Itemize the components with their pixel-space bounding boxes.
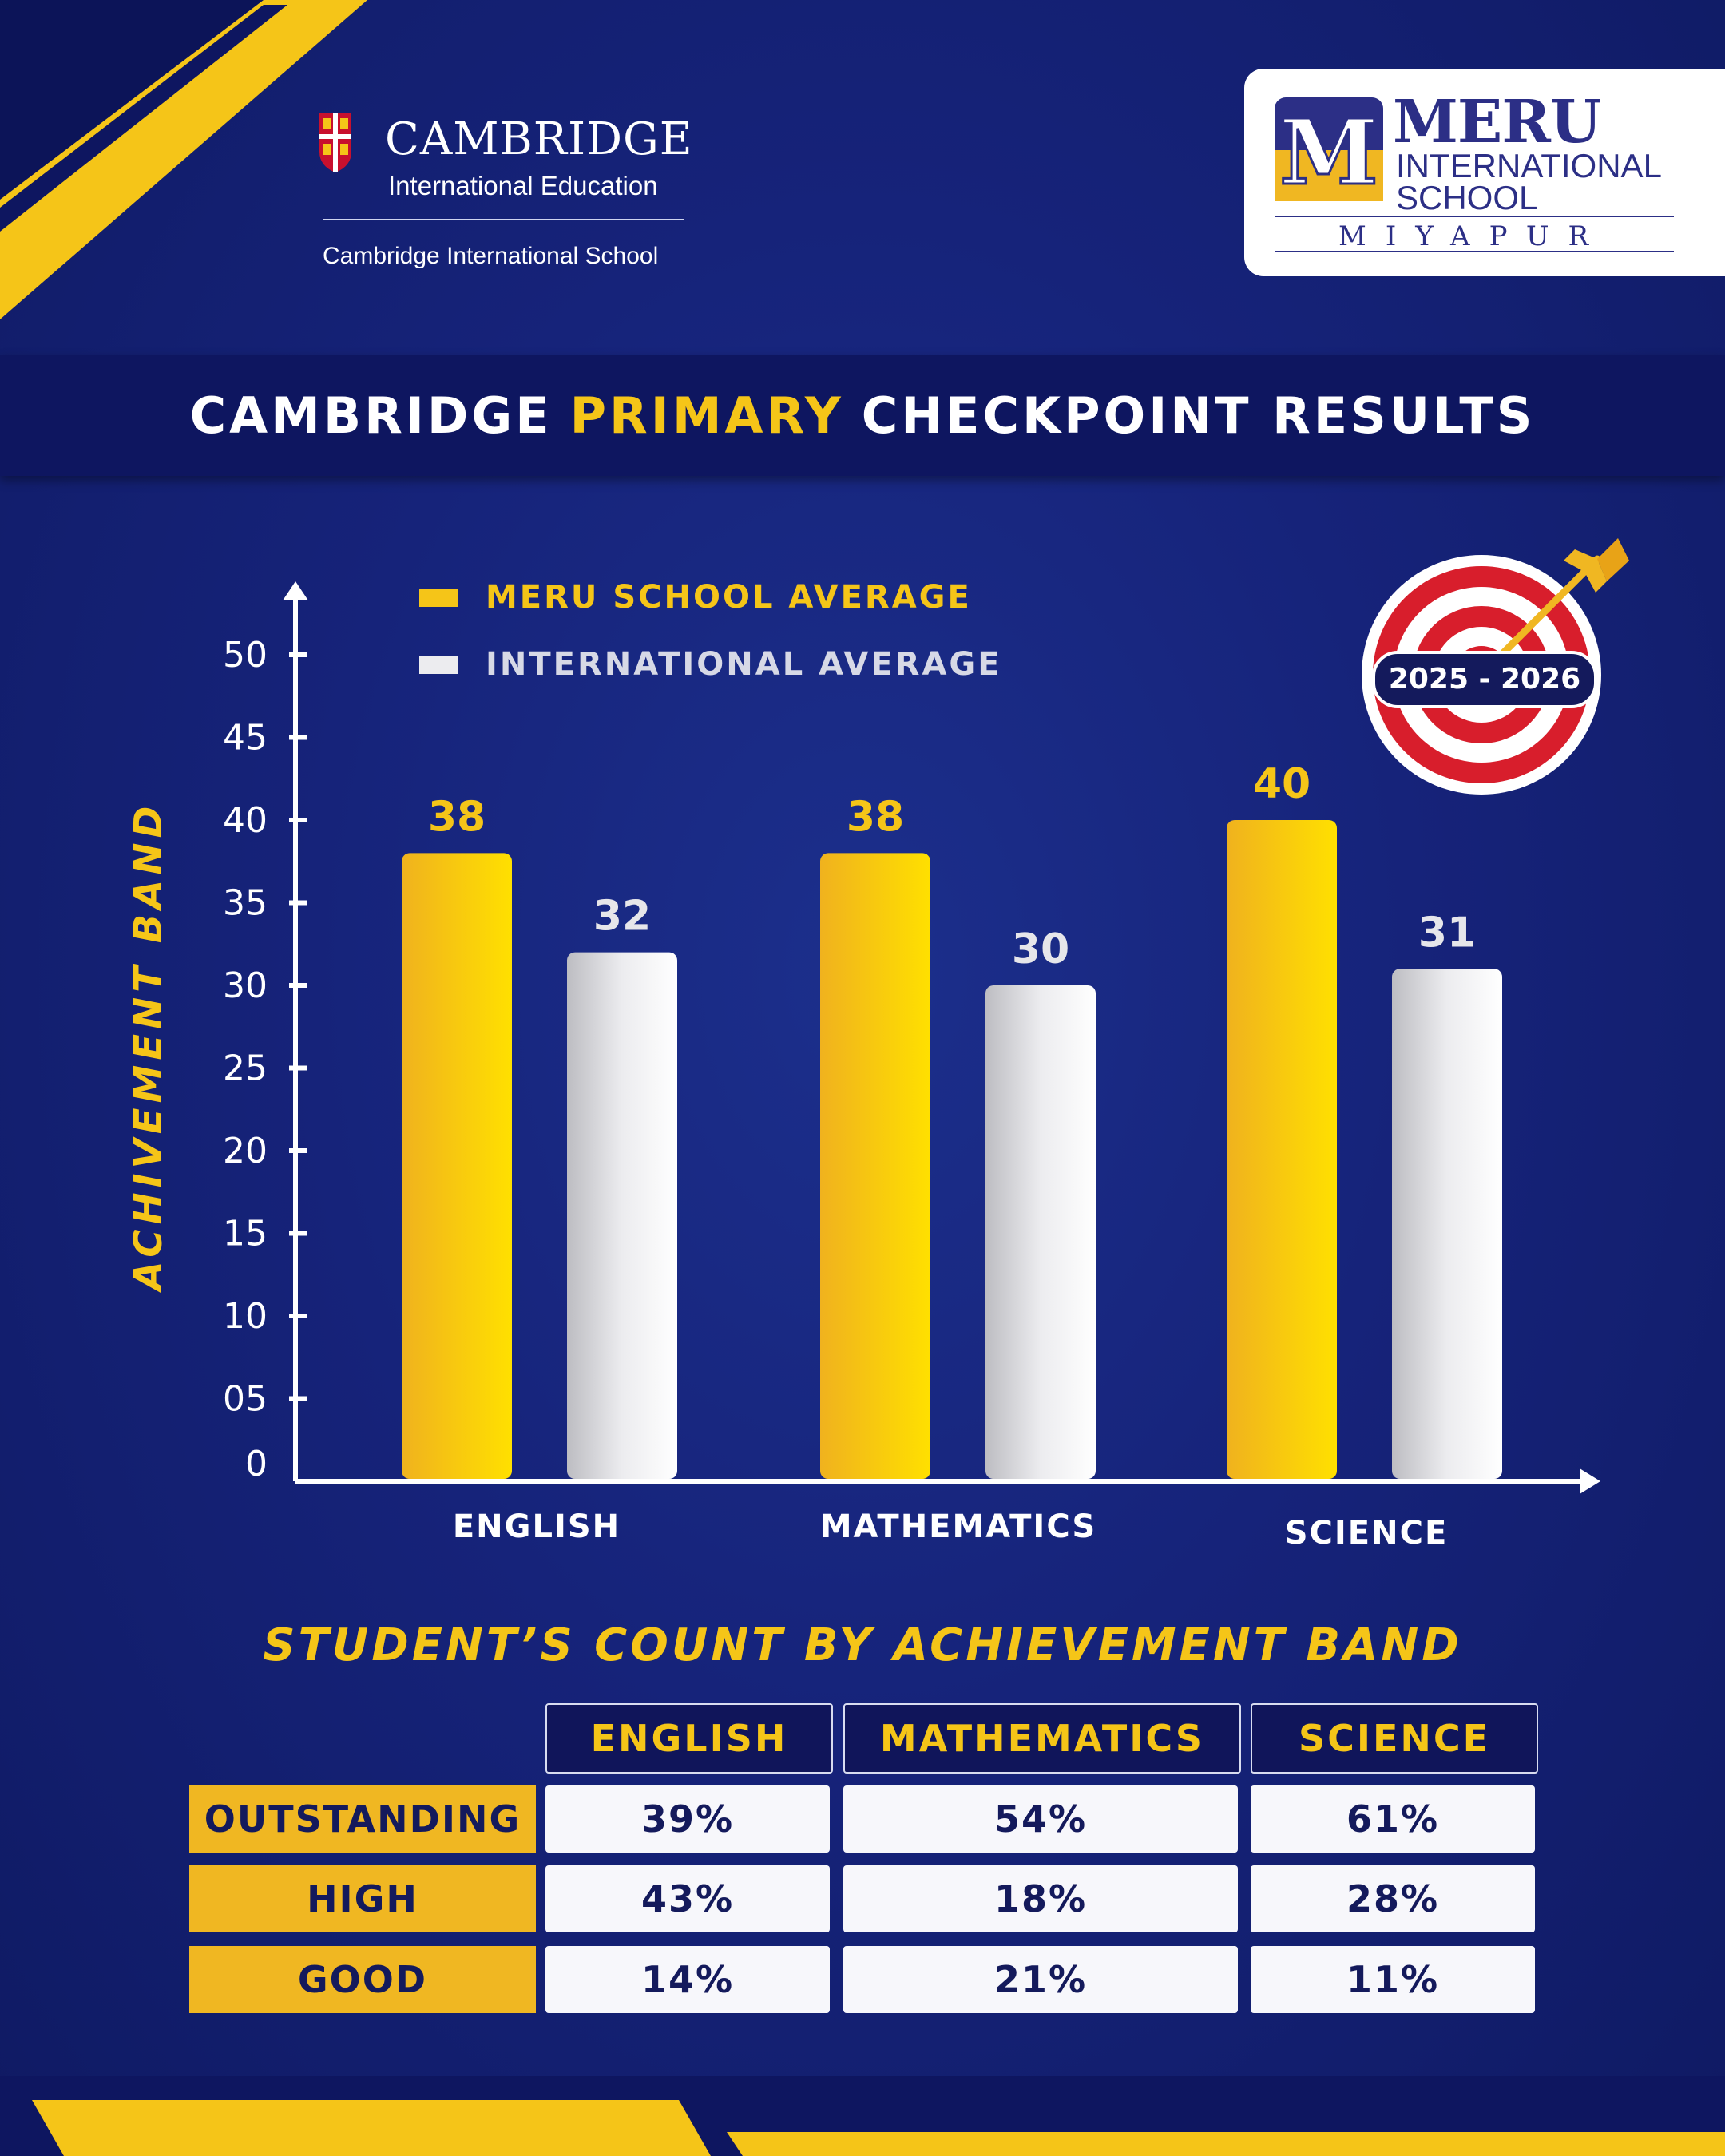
bar-value-label: 38	[847, 793, 904, 841]
bar	[1392, 969, 1502, 1479]
legend: MERU SCHOOL AVERAGE INTERNATIONAL AVERAGE	[419, 579, 1002, 683]
legend-label: INTERNATIONAL AVERAGE	[486, 646, 1002, 683]
divider	[323, 219, 684, 220]
corner-decoration-bottom	[0, 2076, 1725, 2156]
y-axis-label: ACHIVEMENT BAND	[126, 802, 171, 1294]
bars: 38 38 40 32 30 31	[402, 760, 1502, 1479]
bar-value-label: 32	[593, 893, 651, 941]
cambridge-wordmark: CAMBRIDGE	[385, 113, 693, 165]
legend-swatch	[419, 589, 458, 607]
y-tick-label: 50	[223, 635, 268, 676]
y-tick-label: 30	[223, 965, 268, 1006]
table-cell: 54%	[843, 1785, 1238, 1853]
table-cell: 21%	[843, 1946, 1238, 2013]
y-tick-label: 10	[223, 1296, 268, 1337]
bar	[1227, 820, 1337, 1479]
y-tick-label: 0	[245, 1444, 268, 1484]
bar-value-label: 38	[428, 793, 486, 841]
legend-swatch	[419, 656, 458, 674]
title-part-2: PRIMARY	[569, 386, 844, 445]
x-axis-arrow-icon	[1580, 1468, 1600, 1494]
table-cell: 39%	[545, 1785, 830, 1853]
bar	[820, 853, 930, 1479]
bar-value-label: 31	[1418, 909, 1476, 957]
table-cell: 18%	[843, 1865, 1238, 1932]
bar	[567, 952, 677, 1479]
title-banner: CAMBRIDGE PRIMARY CHECKPOINT RESULTS	[0, 355, 1725, 476]
svg-text:M: M	[1279, 101, 1378, 201]
row-label-good: GOOD	[189, 1946, 536, 2013]
title-part-1: CAMBRIDGE	[189, 386, 553, 445]
bar	[402, 853, 512, 1479]
title-part-3: CHECKPOINT RESULTS	[861, 386, 1536, 445]
x-axis-label: SCIENCE	[1285, 1515, 1449, 1552]
y-tick-label: 25	[223, 1048, 268, 1089]
y-axis-ticks: 0 05 10 15 20 25 30 35 40 45 50	[223, 635, 307, 1484]
row-label-high: HIGH	[189, 1865, 536, 1932]
table-header-english: ENGLISH	[545, 1703, 833, 1774]
corner-decoration-top-left	[0, 0, 367, 319]
bar-value-label: 40	[1253, 760, 1311, 808]
table-cell: 61%	[1251, 1785, 1535, 1853]
bar	[985, 985, 1096, 1479]
legend-label: MERU SCHOOL AVERAGE	[486, 579, 972, 616]
y-tick-label: 40	[223, 800, 268, 841]
meru-line2: INTERNATIONAL	[1396, 147, 1662, 184]
y-tick-label: 45	[223, 718, 268, 759]
y-tick-label: 15	[223, 1214, 268, 1254]
cambridge-school-line: Cambridge International School	[323, 243, 659, 269]
cambridge-logo: CAMBRIDGE International Education Cambri…	[319, 109, 695, 276]
table-title: STUDENT’S COUNT BY ACHIEVEMENT BAND	[263, 1619, 1462, 1671]
cambridge-shield-icon	[319, 113, 351, 172]
meru-logo-card: M MERU INTERNATIONAL SCHOOL MIYAPUR	[1244, 69, 1725, 276]
y-tick-label: 35	[223, 883, 268, 924]
meru-name: MERU	[1393, 88, 1601, 157]
row-label-outstanding: OUTSTANDING	[189, 1785, 536, 1853]
meru-city: MIYAPUR	[1338, 220, 1608, 252]
meru-m-emblem-icon: M	[1275, 97, 1383, 201]
meru-line3: SCHOOL	[1396, 179, 1538, 216]
table-header-science: SCIENCE	[1251, 1703, 1538, 1774]
y-axis-arrow-icon	[283, 581, 308, 600]
table-cell: 43%	[545, 1865, 830, 1932]
table-header-mathematics: MATHEMATICS	[843, 1703, 1241, 1774]
y-tick-label: 05	[223, 1379, 268, 1420]
chart-axes	[283, 581, 1600, 1494]
y-tick-label: 20	[223, 1131, 268, 1171]
x-axis-labels: ENGLISH MATHEMATICS SCIENCE	[453, 1508, 1449, 1552]
bar-value-label: 30	[1012, 925, 1069, 973]
page-title: CAMBRIDGE PRIMARY CHECKPOINT RESULTS	[0, 355, 1725, 476]
table-cell: 14%	[545, 1946, 830, 2013]
divider	[1275, 251, 1674, 252]
table-cell: 11%	[1251, 1946, 1535, 2013]
bar-chart: 0 05 10 15 20 25 30 35 40 45 50 38 38 40 32 30 31 ENGLI…	[126, 579, 1600, 1552]
table-cell: 28%	[1251, 1865, 1535, 1932]
divider	[1275, 216, 1674, 217]
year-badge: 2025 - 2026	[1372, 651, 1597, 708]
x-axis-label: ENGLISH	[453, 1508, 621, 1545]
x-axis-label: MATHEMATICS	[820, 1508, 1096, 1545]
cambridge-subtitle: International Education	[388, 171, 658, 200]
